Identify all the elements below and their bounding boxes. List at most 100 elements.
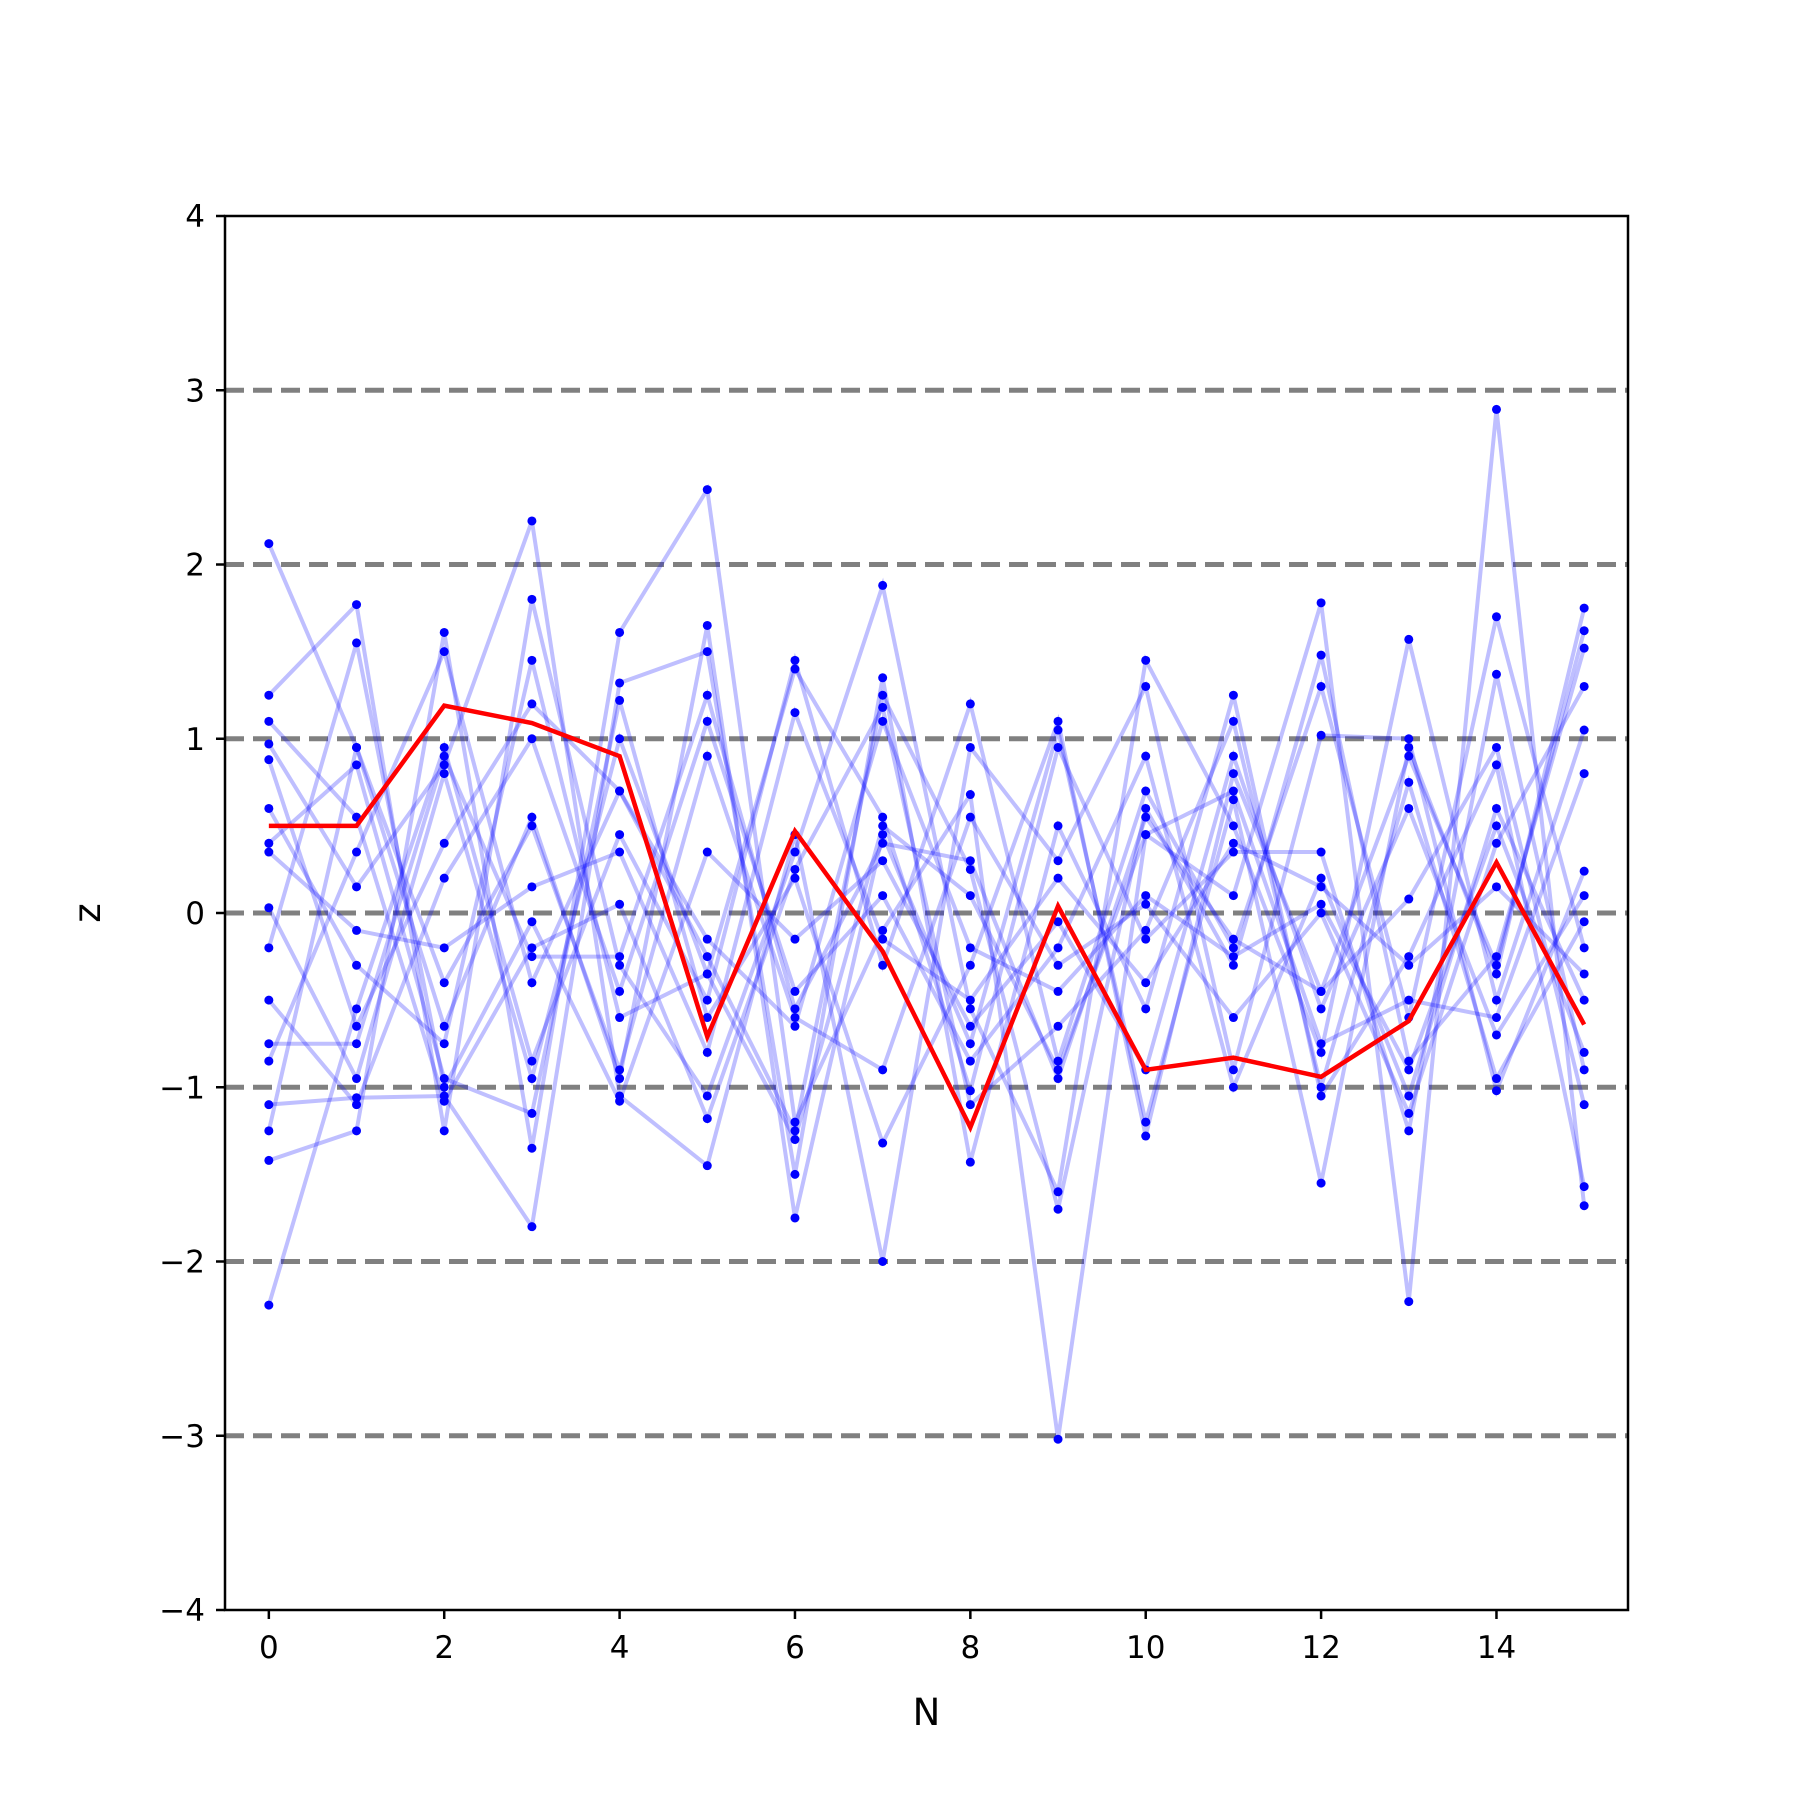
- data-point: [264, 903, 274, 913]
- data-point: [965, 1056, 975, 1066]
- background-series-line: [267, 577, 1587, 1199]
- data-point: [1316, 730, 1326, 740]
- data-point: [1053, 1204, 1063, 1214]
- data-point: [264, 847, 274, 857]
- data-point: [1141, 899, 1151, 909]
- data-point: [1316, 1039, 1326, 1049]
- data-point: [1141, 978, 1151, 988]
- data-point: [878, 891, 888, 901]
- data-point: [790, 986, 800, 996]
- data-point: [439, 760, 449, 770]
- data-point: [702, 952, 712, 962]
- x-tick-label: 4: [610, 1630, 630, 1666]
- data-point: [527, 699, 537, 709]
- y-tick-label: −3: [159, 1419, 205, 1455]
- y-tick-label: −2: [159, 1245, 205, 1281]
- data-point: [1053, 821, 1063, 831]
- data-point: [439, 1082, 449, 1092]
- data-point: [965, 960, 975, 970]
- data-point: [264, 1100, 274, 1110]
- data-point: [965, 1004, 975, 1014]
- background-series-line: [268, 648, 1587, 1232]
- data-point: [878, 960, 888, 970]
- data-point: [527, 1222, 537, 1232]
- data-point: [1316, 598, 1326, 608]
- data-point: [702, 1114, 712, 1124]
- data-point: [352, 1074, 362, 1084]
- data-point: [352, 600, 362, 610]
- data-point: [527, 1056, 537, 1066]
- data-point: [878, 925, 888, 935]
- x-axis-label: N: [913, 1691, 941, 1734]
- data-point: [965, 1100, 975, 1110]
- data-point: [1404, 742, 1414, 752]
- data-point: [1228, 1013, 1238, 1023]
- data-point: [702, 647, 712, 657]
- data-point: [1228, 751, 1238, 761]
- data-point: [1491, 803, 1501, 813]
- data-point: [790, 1169, 800, 1179]
- data-point: [1491, 669, 1501, 679]
- data-point: [1053, 1434, 1063, 1444]
- data-point: [790, 655, 800, 665]
- data-point: [1053, 856, 1063, 866]
- data-point: [878, 702, 888, 712]
- x-tick-label: 2: [434, 1630, 454, 1666]
- data-point: [702, 995, 712, 1005]
- data-point: [439, 1074, 449, 1084]
- data-point: [352, 1093, 362, 1103]
- data-point: [702, 847, 712, 857]
- data-point: [790, 1021, 800, 1031]
- background-series-line: [266, 645, 1587, 1210]
- data-point: [1053, 742, 1063, 752]
- y-tick-label: 3: [185, 373, 205, 409]
- data-point: [527, 882, 537, 892]
- data-point: [965, 1039, 975, 1049]
- data-point: [1579, 995, 1589, 1005]
- data-point: [439, 647, 449, 657]
- data-point: [615, 1096, 625, 1106]
- data-point: [702, 1013, 712, 1023]
- data-point: [264, 803, 274, 813]
- data-point: [1053, 1074, 1063, 1084]
- data-point: [1316, 1004, 1326, 1014]
- data-point: [527, 978, 537, 988]
- data-point: [790, 847, 800, 857]
- data-point: [1579, 1201, 1589, 1211]
- data-point: [1228, 716, 1238, 726]
- data-point: [615, 952, 625, 962]
- data-point: [1404, 1056, 1414, 1066]
- data-point: [965, 995, 975, 1005]
- data-point: [1053, 1065, 1063, 1075]
- data-point: [1228, 769, 1238, 779]
- x-tick-label: 10: [1126, 1630, 1165, 1666]
- y-axis-ticks: −4 −3 −2 −1 0 1 2 3 4: [159, 199, 225, 1629]
- data-point: [352, 1100, 362, 1110]
- data-point: [1491, 1074, 1501, 1084]
- data-point: [1228, 795, 1238, 805]
- data-point: [965, 1021, 975, 1031]
- y-axis-label: z: [66, 903, 109, 922]
- data-point: [1141, 751, 1151, 761]
- data-point: [1141, 786, 1151, 796]
- data-point: [1053, 917, 1063, 927]
- background-series-group: [264, 404, 1589, 1444]
- data-point: [702, 1161, 712, 1171]
- data-point: [1316, 873, 1326, 883]
- data-point: [1053, 986, 1063, 996]
- data-point: [1228, 891, 1238, 901]
- data-point: [439, 1096, 449, 1106]
- data-point: [965, 812, 975, 822]
- data-point: [1141, 803, 1151, 813]
- data-point: [1053, 716, 1063, 726]
- data-point: [615, 678, 625, 688]
- data-point: [1053, 1187, 1063, 1197]
- data-point: [352, 1126, 362, 1136]
- data-point: [965, 1157, 975, 1167]
- background-series-line: [267, 732, 1587, 1145]
- data-point: [1579, 1182, 1589, 1192]
- background-series-line: [268, 630, 1587, 1085]
- data-point: [352, 1039, 362, 1049]
- data-point: [1228, 1082, 1238, 1092]
